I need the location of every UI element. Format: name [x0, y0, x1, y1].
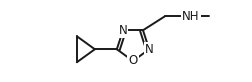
- Text: N: N: [145, 43, 153, 56]
- Text: O: O: [128, 55, 138, 67]
- Text: NH: NH: [182, 10, 200, 23]
- Text: N: N: [119, 24, 127, 37]
